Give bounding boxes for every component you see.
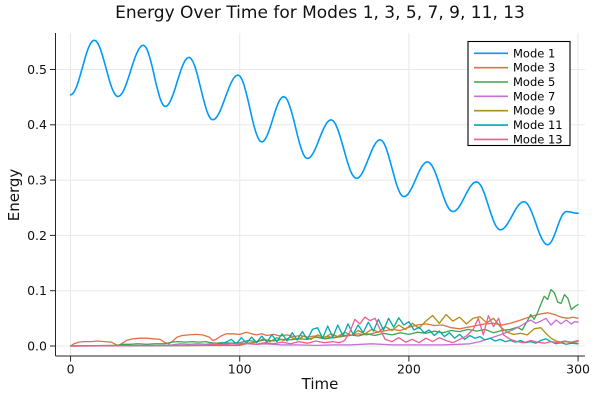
legend-entry-label: Mode 1 (513, 46, 555, 60)
y-tick-label: 0.1 (27, 283, 47, 298)
series-line-mode-5 (69, 288, 579, 347)
legend-entry: Mode 11 (474, 118, 563, 132)
series-line-mode-1 (69, 39, 579, 246)
chart-title: Energy Over Time for Modes 1, 3, 5, 7, 9… (115, 3, 525, 23)
legend-entry: Mode 9 (474, 104, 555, 118)
legend-entry: Mode 5 (474, 75, 555, 89)
legend-entry: Mode 3 (474, 61, 555, 75)
y-tick-label: 0.4 (27, 117, 47, 132)
x-tick-label: 100 (228, 362, 252, 377)
legend-entry-label: Mode 13 (513, 132, 563, 146)
legend-entry: Mode 13 (474, 132, 563, 146)
legend-entry-label: Mode 5 (513, 75, 555, 89)
series-line-mode-7 (69, 317, 579, 347)
x-tick-label: 300 (566, 362, 590, 377)
legend-entry: Mode 1 (474, 46, 555, 60)
y-tick-label: 0.3 (27, 172, 47, 187)
legend-entry-label: Mode 7 (513, 89, 555, 103)
x-axis-label: Time (301, 375, 339, 393)
axes: 0 100 200 300 0.0 0.1 0.2 0.3 0.4 0.5 (27, 33, 590, 377)
y-axis-label: Energy (5, 168, 23, 222)
y-tick-label: 0.0 (27, 338, 47, 353)
series-lines (69, 39, 579, 347)
legend-entry-label: Mode 9 (513, 104, 555, 118)
legend-entry-label: Mode 11 (513, 118, 563, 132)
series-line-mode-9 (69, 313, 579, 347)
y-tick-label: 0.5 (27, 62, 47, 77)
x-tick-label: 0 (67, 362, 75, 377)
legend-box (467, 40, 571, 147)
x-tick-label: 200 (397, 362, 421, 377)
series-line-mode-13 (69, 314, 579, 347)
series-line-mode-11 (69, 317, 579, 347)
legend-entry-label: Mode 3 (513, 61, 555, 75)
legend-entry: Mode 7 (474, 89, 555, 103)
y-tick-label: 0.2 (27, 228, 47, 243)
